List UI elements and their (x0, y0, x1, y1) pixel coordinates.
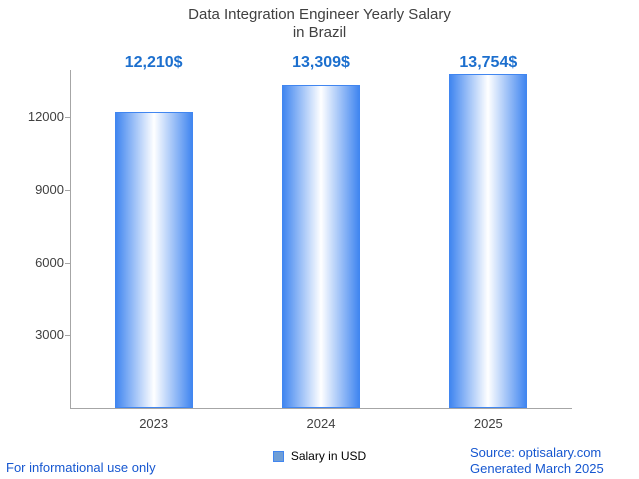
bar-2024 (282, 85, 360, 408)
chart-title-line2: in Brazil (292, 24, 347, 41)
chart-legend: Salary in USD (0, 449, 639, 463)
y-tick-mark (65, 189, 70, 191)
disclaimer-text: For informational use only (6, 460, 156, 475)
legend-marker-icon (272, 450, 284, 462)
bar-2023 (114, 111, 193, 408)
bar-value-label: 13,309$ (292, 54, 350, 71)
bar-value-label: 13,754$ (459, 54, 518, 71)
y-tick-label: 9000 (35, 181, 64, 197)
generated-date: Generated March 2025 (470, 461, 604, 476)
x-category-label: 2024 (306, 416, 336, 431)
footer-source-block: Source: optisalary.com Generated March 2… (470, 445, 604, 477)
source-link[interactable]: Source: optisalary.com (470, 445, 602, 460)
y-tick-mark (65, 335, 70, 337)
y-tick-mark (65, 262, 70, 264)
x-category-label: 2023 (139, 416, 169, 431)
bar-value-label: 12,210$ (124, 54, 183, 71)
y-tick-label: 12000 (27, 109, 64, 124)
legend-label: Salary in USD (290, 449, 367, 463)
y-tick-mark (65, 117, 70, 118)
chart-title-line1: Data Integration Engineer Yearly Salary (188, 6, 451, 23)
y-axis-line (70, 70, 71, 408)
x-axis-line (70, 408, 572, 409)
y-tick-label: 3000 (35, 327, 64, 343)
x-category-label: 2025 (473, 416, 503, 431)
chart-title: Data Integration Engineer Yearly Salary … (0, 6, 639, 42)
bar-2025 (449, 74, 528, 408)
y-tick-label: 6000 (35, 254, 64, 270)
